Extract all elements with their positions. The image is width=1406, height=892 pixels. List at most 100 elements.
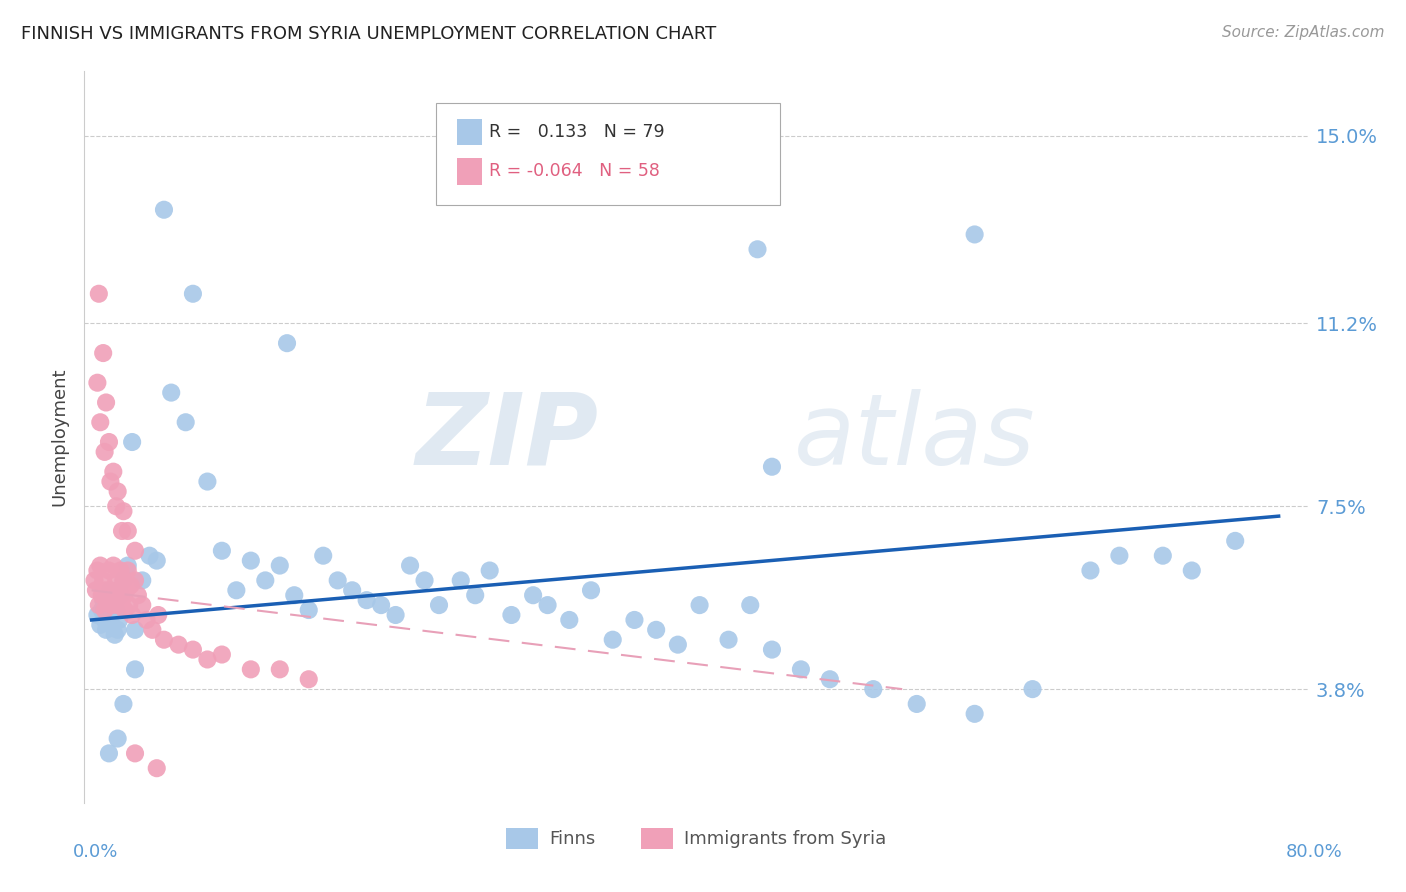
- Point: [239, 662, 262, 676]
- Point: [370, 598, 392, 612]
- Point: [98, 435, 121, 450]
- Point: [124, 574, 146, 588]
- Point: [963, 706, 986, 721]
- Point: [579, 583, 602, 598]
- Point: [167, 638, 190, 652]
- Point: [89, 415, 111, 429]
- Point: [111, 524, 134, 538]
- Point: [96, 598, 118, 612]
- Point: [1225, 533, 1247, 548]
- Point: [1108, 549, 1130, 563]
- Point: [115, 583, 138, 598]
- Point: [283, 588, 305, 602]
- Point: [340, 583, 363, 598]
- Point: [399, 558, 422, 573]
- Point: [747, 242, 769, 256]
- Point: [148, 607, 170, 622]
- Point: [450, 574, 472, 588]
- Point: [120, 578, 142, 592]
- Point: [107, 598, 129, 612]
- Point: [160, 385, 183, 400]
- Point: [86, 376, 108, 390]
- Point: [89, 558, 111, 573]
- Point: [89, 618, 111, 632]
- Point: [818, 672, 841, 686]
- Point: [103, 558, 125, 573]
- Point: [101, 618, 124, 632]
- Point: [413, 574, 436, 588]
- Point: [105, 574, 128, 588]
- Point: [384, 607, 406, 622]
- Point: [105, 603, 128, 617]
- Y-axis label: Unemployment: Unemployment: [51, 368, 69, 507]
- Point: [121, 607, 143, 622]
- Point: [1021, 682, 1043, 697]
- Text: ZIP: ZIP: [415, 389, 598, 485]
- Point: [94, 623, 117, 637]
- Text: R =   0.133   N = 79: R = 0.133 N = 79: [489, 123, 665, 141]
- Point: [135, 613, 157, 627]
- Point: [790, 662, 813, 676]
- Point: [90, 588, 112, 602]
- Point: [103, 593, 125, 607]
- Point: [153, 632, 176, 647]
- Point: [112, 574, 135, 588]
- Point: [107, 623, 129, 637]
- Point: [94, 583, 117, 598]
- Point: [666, 638, 689, 652]
- Point: [93, 445, 115, 459]
- Point: [905, 697, 928, 711]
- Point: [174, 415, 197, 429]
- Point: [108, 583, 131, 598]
- Point: [124, 662, 146, 676]
- Point: [98, 564, 121, 578]
- Point: [761, 459, 783, 474]
- Point: [117, 558, 139, 573]
- Point: [536, 598, 558, 612]
- Point: [107, 484, 129, 499]
- Point: [90, 603, 112, 617]
- Point: [269, 662, 291, 676]
- Point: [110, 588, 132, 602]
- Point: [298, 603, 321, 617]
- Point: [145, 554, 167, 568]
- Point: [138, 549, 160, 563]
- Point: [211, 543, 233, 558]
- Point: [522, 588, 544, 602]
- Point: [124, 747, 146, 761]
- Point: [100, 475, 122, 489]
- Point: [1181, 564, 1204, 578]
- Point: [93, 603, 115, 617]
- Point: [108, 613, 131, 627]
- Legend: Finns, Immigrants from Syria: Finns, Immigrants from Syria: [499, 821, 893, 856]
- Point: [963, 227, 986, 242]
- Point: [124, 623, 146, 637]
- Point: [1080, 564, 1102, 578]
- Text: R = -0.064   N = 58: R = -0.064 N = 58: [489, 162, 661, 180]
- Text: FINNISH VS IMMIGRANTS FROM SYRIA UNEMPLOYMENT CORRELATION CHART: FINNISH VS IMMIGRANTS FROM SYRIA UNEMPLO…: [21, 25, 716, 43]
- Point: [181, 286, 204, 301]
- Point: [86, 607, 108, 622]
- Point: [84, 583, 107, 598]
- Point: [104, 588, 127, 602]
- Point: [104, 628, 127, 642]
- Point: [131, 598, 153, 612]
- Point: [100, 583, 122, 598]
- Point: [100, 583, 122, 598]
- Point: [427, 598, 450, 612]
- Point: [124, 543, 146, 558]
- Point: [1152, 549, 1174, 563]
- Point: [91, 574, 114, 588]
- Point: [121, 435, 143, 450]
- Point: [717, 632, 740, 647]
- Point: [87, 598, 110, 612]
- Point: [91, 593, 114, 607]
- Point: [181, 642, 204, 657]
- Point: [141, 623, 163, 637]
- Point: [91, 346, 114, 360]
- Point: [117, 524, 139, 538]
- Point: [112, 574, 135, 588]
- Point: [276, 336, 298, 351]
- Point: [312, 549, 335, 563]
- Point: [239, 554, 262, 568]
